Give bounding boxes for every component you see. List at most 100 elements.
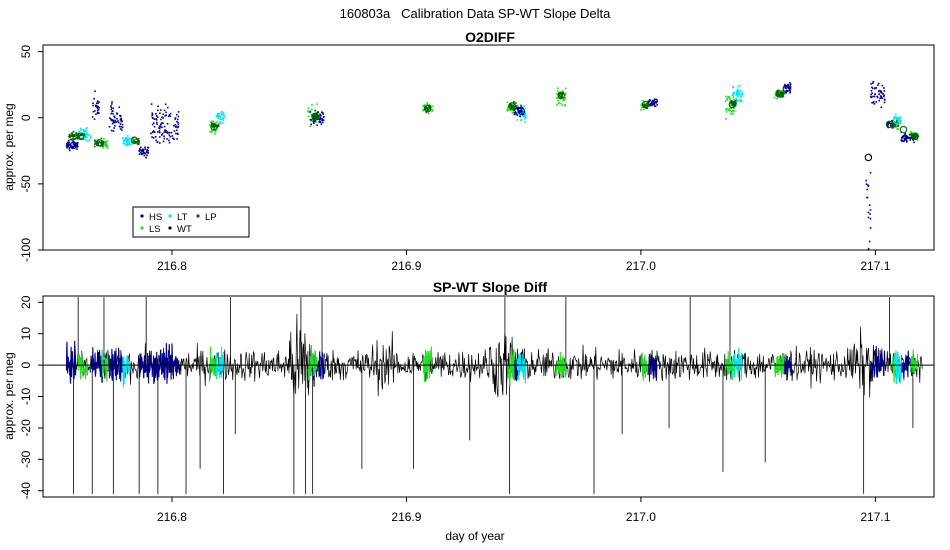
point-lp [913, 137, 915, 139]
point-ls [563, 98, 565, 101]
mean-marker [557, 91, 565, 100]
point-ls [728, 96, 731, 98]
point-hs [877, 84, 879, 86]
point-ls [211, 129, 213, 132]
point-hs [322, 116, 325, 118]
point-hs [168, 141, 171, 144]
point-hs [147, 152, 150, 154]
point-hs [869, 172, 872, 174]
point-hs [784, 87, 787, 89]
point-hs [152, 137, 155, 139]
point-hs [65, 144, 68, 147]
point-lp [214, 125, 217, 127]
point-lp [217, 125, 220, 127]
point-lt [736, 90, 738, 92]
point-hs [111, 101, 113, 103]
point-lt [85, 130, 87, 133]
point-hs [787, 87, 790, 90]
point-hs [652, 100, 655, 103]
point-hs [785, 89, 788, 92]
point-ls [561, 104, 564, 107]
point-lp [73, 138, 75, 141]
point-hs [310, 119, 313, 121]
point-lp [136, 142, 139, 145]
point-hs [162, 122, 164, 124]
point-hs [912, 139, 915, 141]
point-lp [510, 103, 513, 106]
point-hs [872, 82, 874, 85]
point-hs [166, 138, 168, 140]
point-hs [158, 131, 161, 134]
point-hs [785, 85, 787, 88]
point-lp [315, 116, 318, 118]
point-lp [425, 106, 427, 108]
point-hs [158, 142, 161, 144]
point-lt [524, 113, 526, 116]
point-hs [322, 113, 325, 116]
point-lp [913, 133, 915, 135]
point-lp [514, 107, 517, 110]
point-lp [77, 134, 80, 136]
point-lp [211, 125, 213, 128]
point-hs [110, 118, 112, 120]
point-hs [120, 125, 123, 128]
point-ls [729, 97, 731, 100]
point-lt [523, 116, 525, 118]
point-lp [895, 126, 897, 128]
point-hs [520, 105, 522, 107]
point-hs [322, 121, 324, 124]
point-ls [640, 104, 643, 106]
point-ls [897, 128, 900, 130]
point-hs [513, 113, 516, 116]
point-hs [883, 94, 885, 96]
point-lp [915, 134, 918, 136]
point-hs [520, 111, 523, 113]
slope-diff-trace-lt [893, 350, 902, 385]
slope-diff-trace-wt [66, 313, 923, 398]
legend-lt-swatch [168, 214, 172, 218]
point-lp [135, 141, 137, 143]
point-hs [110, 106, 113, 109]
point-lp [780, 91, 782, 94]
point-lp [313, 113, 316, 116]
point-hs [68, 143, 71, 146]
point-hs [166, 122, 169, 125]
point-lp [213, 125, 215, 128]
point-lt [737, 88, 739, 91]
point-lp [512, 104, 514, 107]
y-tick-label: -50 [19, 175, 33, 193]
point-ls [431, 108, 433, 111]
point-lt [86, 132, 88, 134]
point-hs [156, 121, 158, 124]
point-hs [173, 124, 175, 127]
point-hs [67, 143, 69, 145]
point-hs [886, 122, 889, 125]
point-hs [518, 110, 521, 112]
point-lp [71, 134, 73, 137]
point-lt [122, 139, 125, 142]
point-ls [729, 99, 731, 101]
point-hs [142, 148, 144, 151]
point-ls [729, 104, 732, 107]
point-hs [905, 137, 908, 140]
point-lp [72, 135, 75, 138]
point-hs [158, 130, 161, 132]
mean-marker [517, 107, 526, 115]
point-ls [732, 110, 734, 112]
point-hs [882, 93, 884, 95]
point-hs [651, 100, 653, 103]
point-hs [120, 117, 123, 120]
o2diff-y-axis-label: approx. per meg [2, 103, 16, 190]
point-hs [155, 112, 157, 115]
point-lp [81, 133, 83, 136]
point-lp [98, 140, 100, 143]
point-hs [121, 129, 123, 131]
point-hs [654, 98, 656, 100]
point-lp [133, 141, 136, 144]
point-lp [560, 95, 563, 97]
point-hs [166, 106, 169, 109]
point-hs [115, 121, 118, 124]
slope-diff-traces [65, 296, 923, 494]
point-hs [883, 90, 886, 92]
point-lp [559, 96, 562, 98]
